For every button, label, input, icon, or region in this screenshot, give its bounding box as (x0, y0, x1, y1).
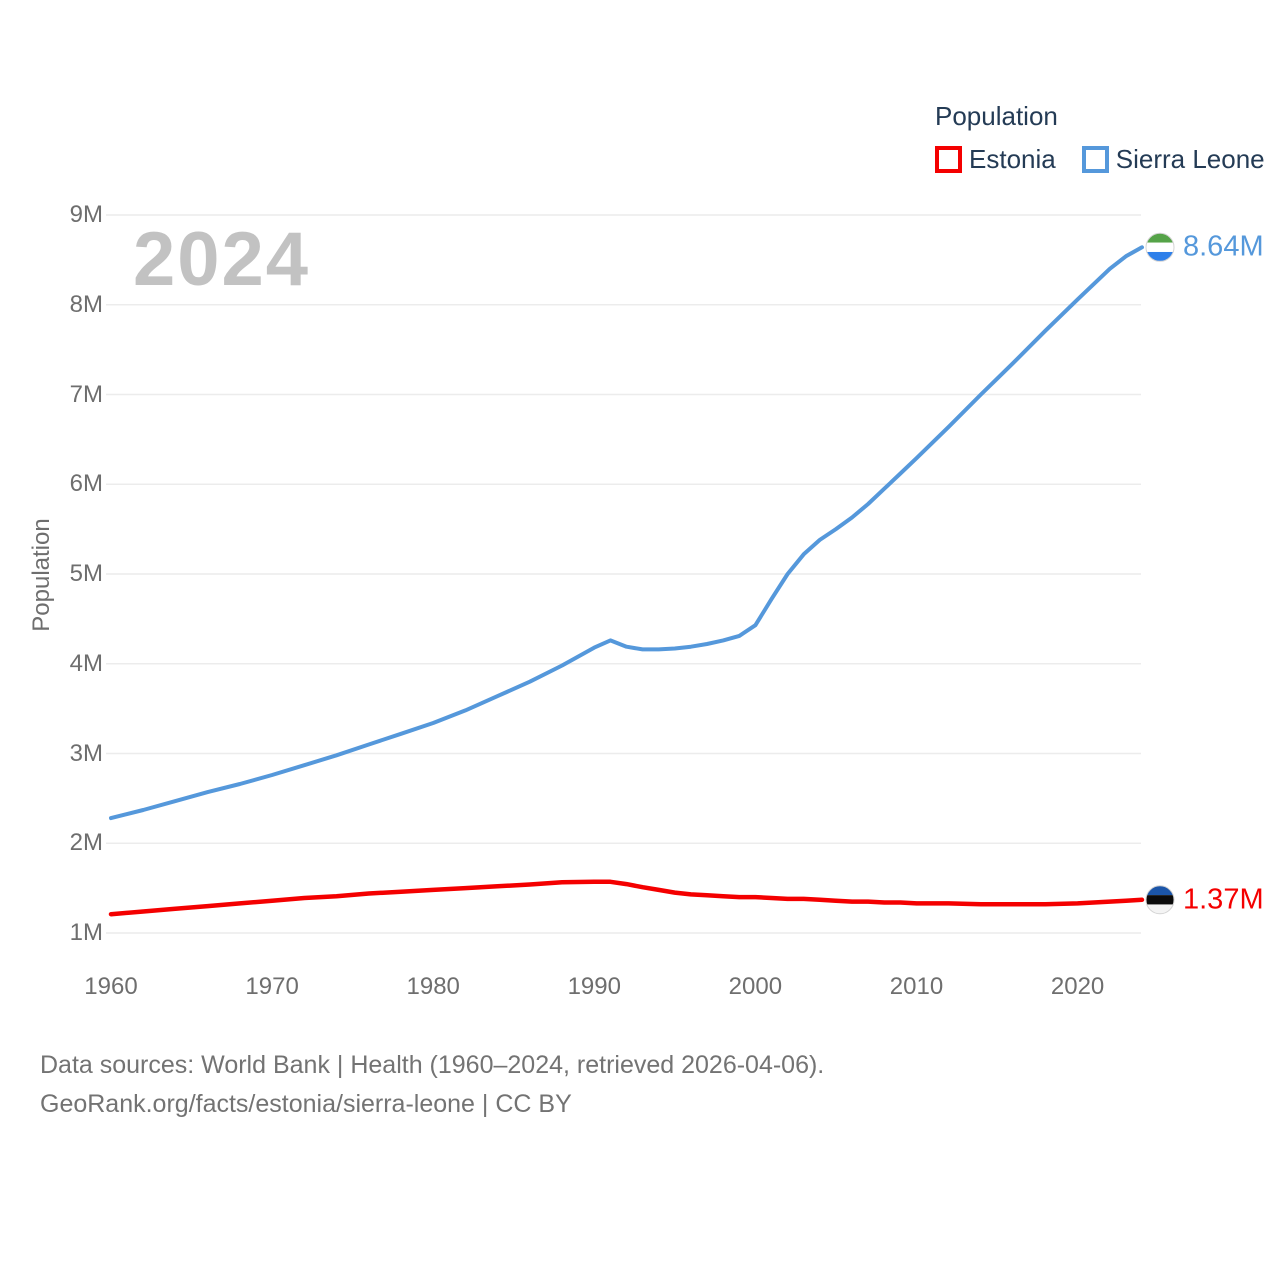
x-tick-label-1960: 1960 (84, 973, 138, 1000)
legend-item-estonia[interactable]: Estonia (935, 144, 1056, 175)
y-tick-label-1M: 1M (69, 919, 103, 946)
legend-item-label: Estonia (969, 144, 1056, 174)
y-tick-label-9M: 9M (69, 201, 103, 228)
sierra-leone-flag-stripe-2 (1146, 251, 1174, 262)
estonia-series-swatch (935, 146, 962, 173)
x-tick-label-2020: 2020 (1050, 973, 1105, 1000)
y-tick-label-8M: 8M (69, 290, 103, 318)
x-tick-label-1970: 1970 (245, 973, 299, 1000)
sierra-leone-flag-outline (1145, 232, 1175, 262)
end-label-sierra-leone: 8.64M (1183, 230, 1264, 263)
x-tick-label-1990: 1990 (567, 973, 621, 1000)
sierra-leone-flag-stripe-1 (1146, 242, 1174, 252)
y-tick-label-5M: 5M (69, 560, 103, 587)
y-tick-label-2M: 2M (69, 829, 103, 857)
y-tick-label-4M: 4M (69, 649, 103, 677)
sierra-leone-series-swatch (1081, 146, 1109, 173)
estonia-flag-stripe-0 (1146, 885, 1174, 896)
chart-legend: Population Estonia Sierra Leone (935, 101, 1265, 175)
x-tick-label-2010: 2010 (889, 973, 944, 1000)
source-url-line: GeoRank.org/facts/estonia/sierra-leone |… (40, 1090, 572, 1118)
estonia-flag-outline (1145, 885, 1175, 915)
attribution-footer: Data sources: World Bank | Health (1960–… (40, 1046, 824, 1124)
series-line-sierra-leone (109, 245, 1144, 821)
legend-item-label: Sierra Leone (1115, 144, 1265, 174)
series-line-estonia (108, 879, 1145, 917)
y-tick-label-3M: 3M (69, 739, 103, 767)
estonia-flag-stripe-1 (1146, 895, 1174, 905)
y-tick-label-6M: 6M (69, 470, 103, 498)
legend-items: Estonia Sierra Leone (935, 144, 1265, 175)
legend-title: Population (935, 101, 1058, 131)
y-tick-label-7M: 7M (69, 380, 103, 408)
sierra-leone-flag-stripe-0 (1146, 233, 1174, 243)
legend-item-sierra-leone[interactable]: Sierra Leone (1081, 144, 1265, 175)
year-watermark: 2024 (133, 217, 311, 302)
x-tick-label-2000: 2000 (728, 973, 783, 1000)
end-label-estonia: 1.37M (1183, 883, 1264, 916)
sierra-leone-flag (1146, 233, 1174, 262)
estonia-flag (1146, 885, 1174, 914)
data-sources-line: Data sources: World Bank | Health (1960–… (40, 1051, 825, 1079)
x-tick-label-1980: 1980 (406, 973, 460, 1000)
estonia-flag-stripe-2 (1146, 904, 1174, 914)
